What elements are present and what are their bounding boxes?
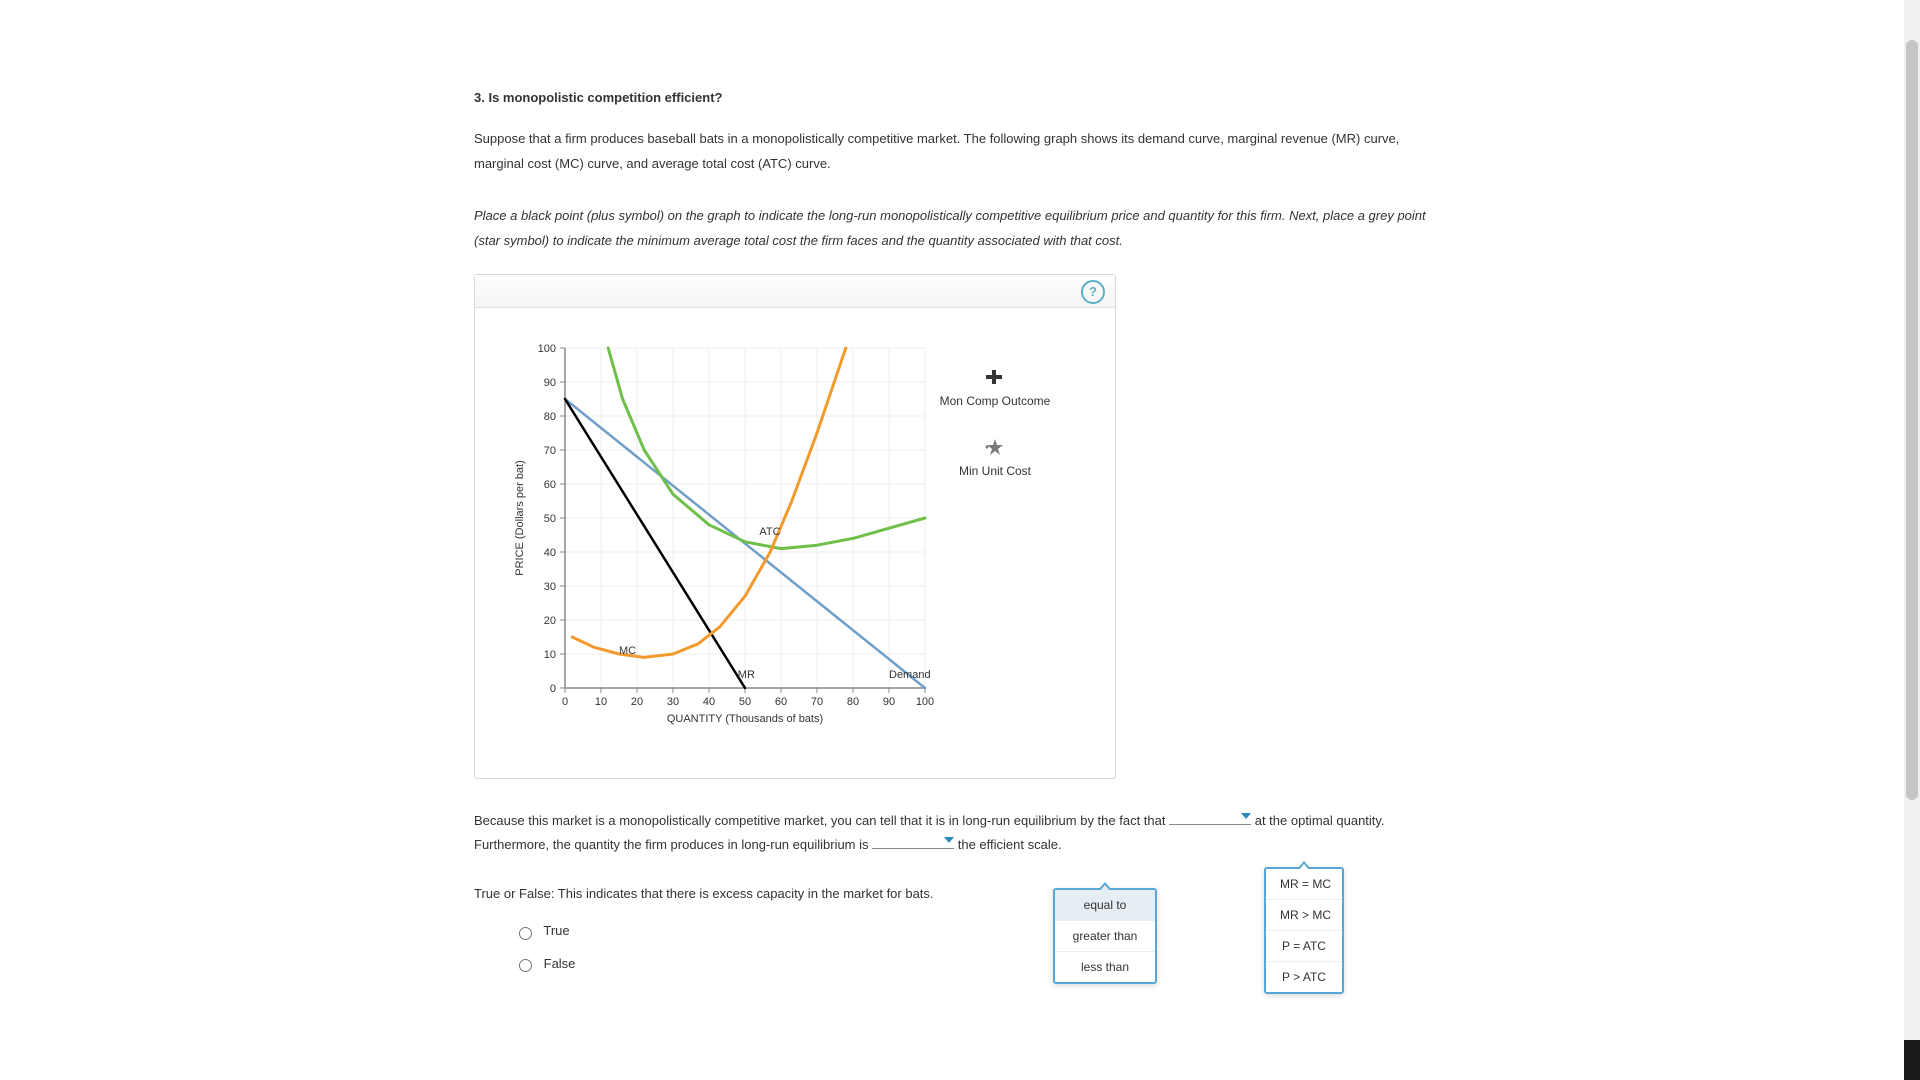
- svg-text:30: 30: [544, 581, 556, 593]
- svg-text:20: 20: [631, 696, 643, 708]
- star-icon: [983, 438, 1007, 456]
- svg-text:50: 50: [739, 696, 751, 708]
- tf-false-label: False: [544, 956, 576, 971]
- svg-text:Demand: Demand: [889, 669, 931, 681]
- svg-text:30: 30: [667, 696, 679, 708]
- question-body: Suppose that a firm produces baseball ba…: [474, 127, 1444, 176]
- svg-text:0: 0: [562, 696, 568, 708]
- dropdown-2-option[interactable]: MR = MC: [1266, 869, 1342, 900]
- dropdown-blank-1[interactable]: [872, 834, 954, 849]
- svg-text:90: 90: [883, 696, 895, 708]
- question-instruction: Place a black point (plus symbol) on the…: [474, 204, 1444, 253]
- dropdown-2-option[interactable]: P = ATC: [1266, 931, 1342, 962]
- scrollbar-down[interactable]: [1904, 1040, 1920, 1080]
- svg-text:20: 20: [544, 615, 556, 627]
- dropdown-1-option[interactable]: equal to: [1055, 890, 1155, 921]
- svg-text:QUANTITY (Thousands of bats): QUANTITY (Thousands of bats): [667, 713, 823, 725]
- svg-text:90: 90: [544, 377, 556, 389]
- legend-item-moncomp[interactable]: Mon Comp Outcome: [905, 368, 1085, 408]
- scrollbar-track[interactable]: [1904, 0, 1920, 1080]
- legend-label: Mon Comp Outcome: [940, 394, 1051, 408]
- svg-text:0: 0: [550, 683, 556, 695]
- svg-text:50: 50: [544, 513, 556, 525]
- fillin-pre1: Because this market is a monopolisticall…: [474, 813, 1169, 828]
- graph-toolbar: ?: [475, 275, 1115, 308]
- legend: Mon Comp Outcome Min Unit Cost: [905, 368, 1085, 508]
- svg-text:60: 60: [775, 696, 787, 708]
- svg-text:70: 70: [544, 445, 556, 457]
- help-icon[interactable]: ?: [1081, 280, 1105, 304]
- svg-text:100: 100: [916, 696, 934, 708]
- svg-text:10: 10: [595, 696, 607, 708]
- svg-text:100: 100: [538, 343, 556, 355]
- svg-text:80: 80: [544, 411, 556, 423]
- dropdown-2-option[interactable]: MR > MC: [1266, 900, 1342, 931]
- radio-false[interactable]: [519, 959, 532, 972]
- scrollbar-thumb[interactable]: [1906, 40, 1918, 800]
- graph-card: ? 0 10 20 30 40 50 60 70 80 90 100 0 10 20 30 40 50 60 70 8…: [474, 274, 1116, 779]
- svg-text:60: 60: [544, 479, 556, 491]
- svg-text:MC: MC: [619, 645, 636, 657]
- fillin-post2: the efficient scale.: [958, 837, 1062, 852]
- dropdown-1-option[interactable]: less than: [1055, 952, 1155, 982]
- dropdown-1-option[interactable]: greater than: [1055, 921, 1155, 952]
- chart[interactable]: 0 10 20 30 40 50 60 70 80 90 100 0 10 20 30 40 50 60 70 80 9…: [505, 338, 935, 738]
- question-title: 3. Is monopolistic competition efficient…: [474, 90, 1444, 105]
- legend-label: Min Unit Cost: [959, 464, 1031, 478]
- svg-text:ATC: ATC: [759, 526, 780, 538]
- plus-icon: [983, 368, 1007, 386]
- dropdown-2-option[interactable]: P > ATC: [1266, 962, 1342, 992]
- svg-text:70: 70: [811, 696, 823, 708]
- graph-body[interactable]: 0 10 20 30 40 50 60 70 80 90 100 0 10 20 30 40 50 60 70 80 9…: [475, 308, 1115, 778]
- svg-text:80: 80: [847, 696, 859, 708]
- dropdown-2-popover[interactable]: MR = MC MR > MC P = ATC P > ATC: [1264, 867, 1344, 994]
- fill-in-paragraph: Because this market is a monopolisticall…: [474, 809, 1444, 858]
- radio-true[interactable]: [519, 927, 532, 940]
- tf-true-label: True: [543, 923, 569, 938]
- svg-text:PRICE (Dollars per bat): PRICE (Dollars per bat): [514, 460, 526, 576]
- legend-item-minunit[interactable]: Min Unit Cost: [905, 438, 1085, 478]
- svg-text:MR: MR: [738, 669, 755, 681]
- svg-text:10: 10: [544, 649, 556, 661]
- svg-text:40: 40: [703, 696, 715, 708]
- dropdown-1-popover[interactable]: equal to greater than less than: [1053, 888, 1157, 984]
- dropdown-blank-2[interactable]: [1169, 810, 1251, 825]
- svg-text:40: 40: [544, 547, 556, 559]
